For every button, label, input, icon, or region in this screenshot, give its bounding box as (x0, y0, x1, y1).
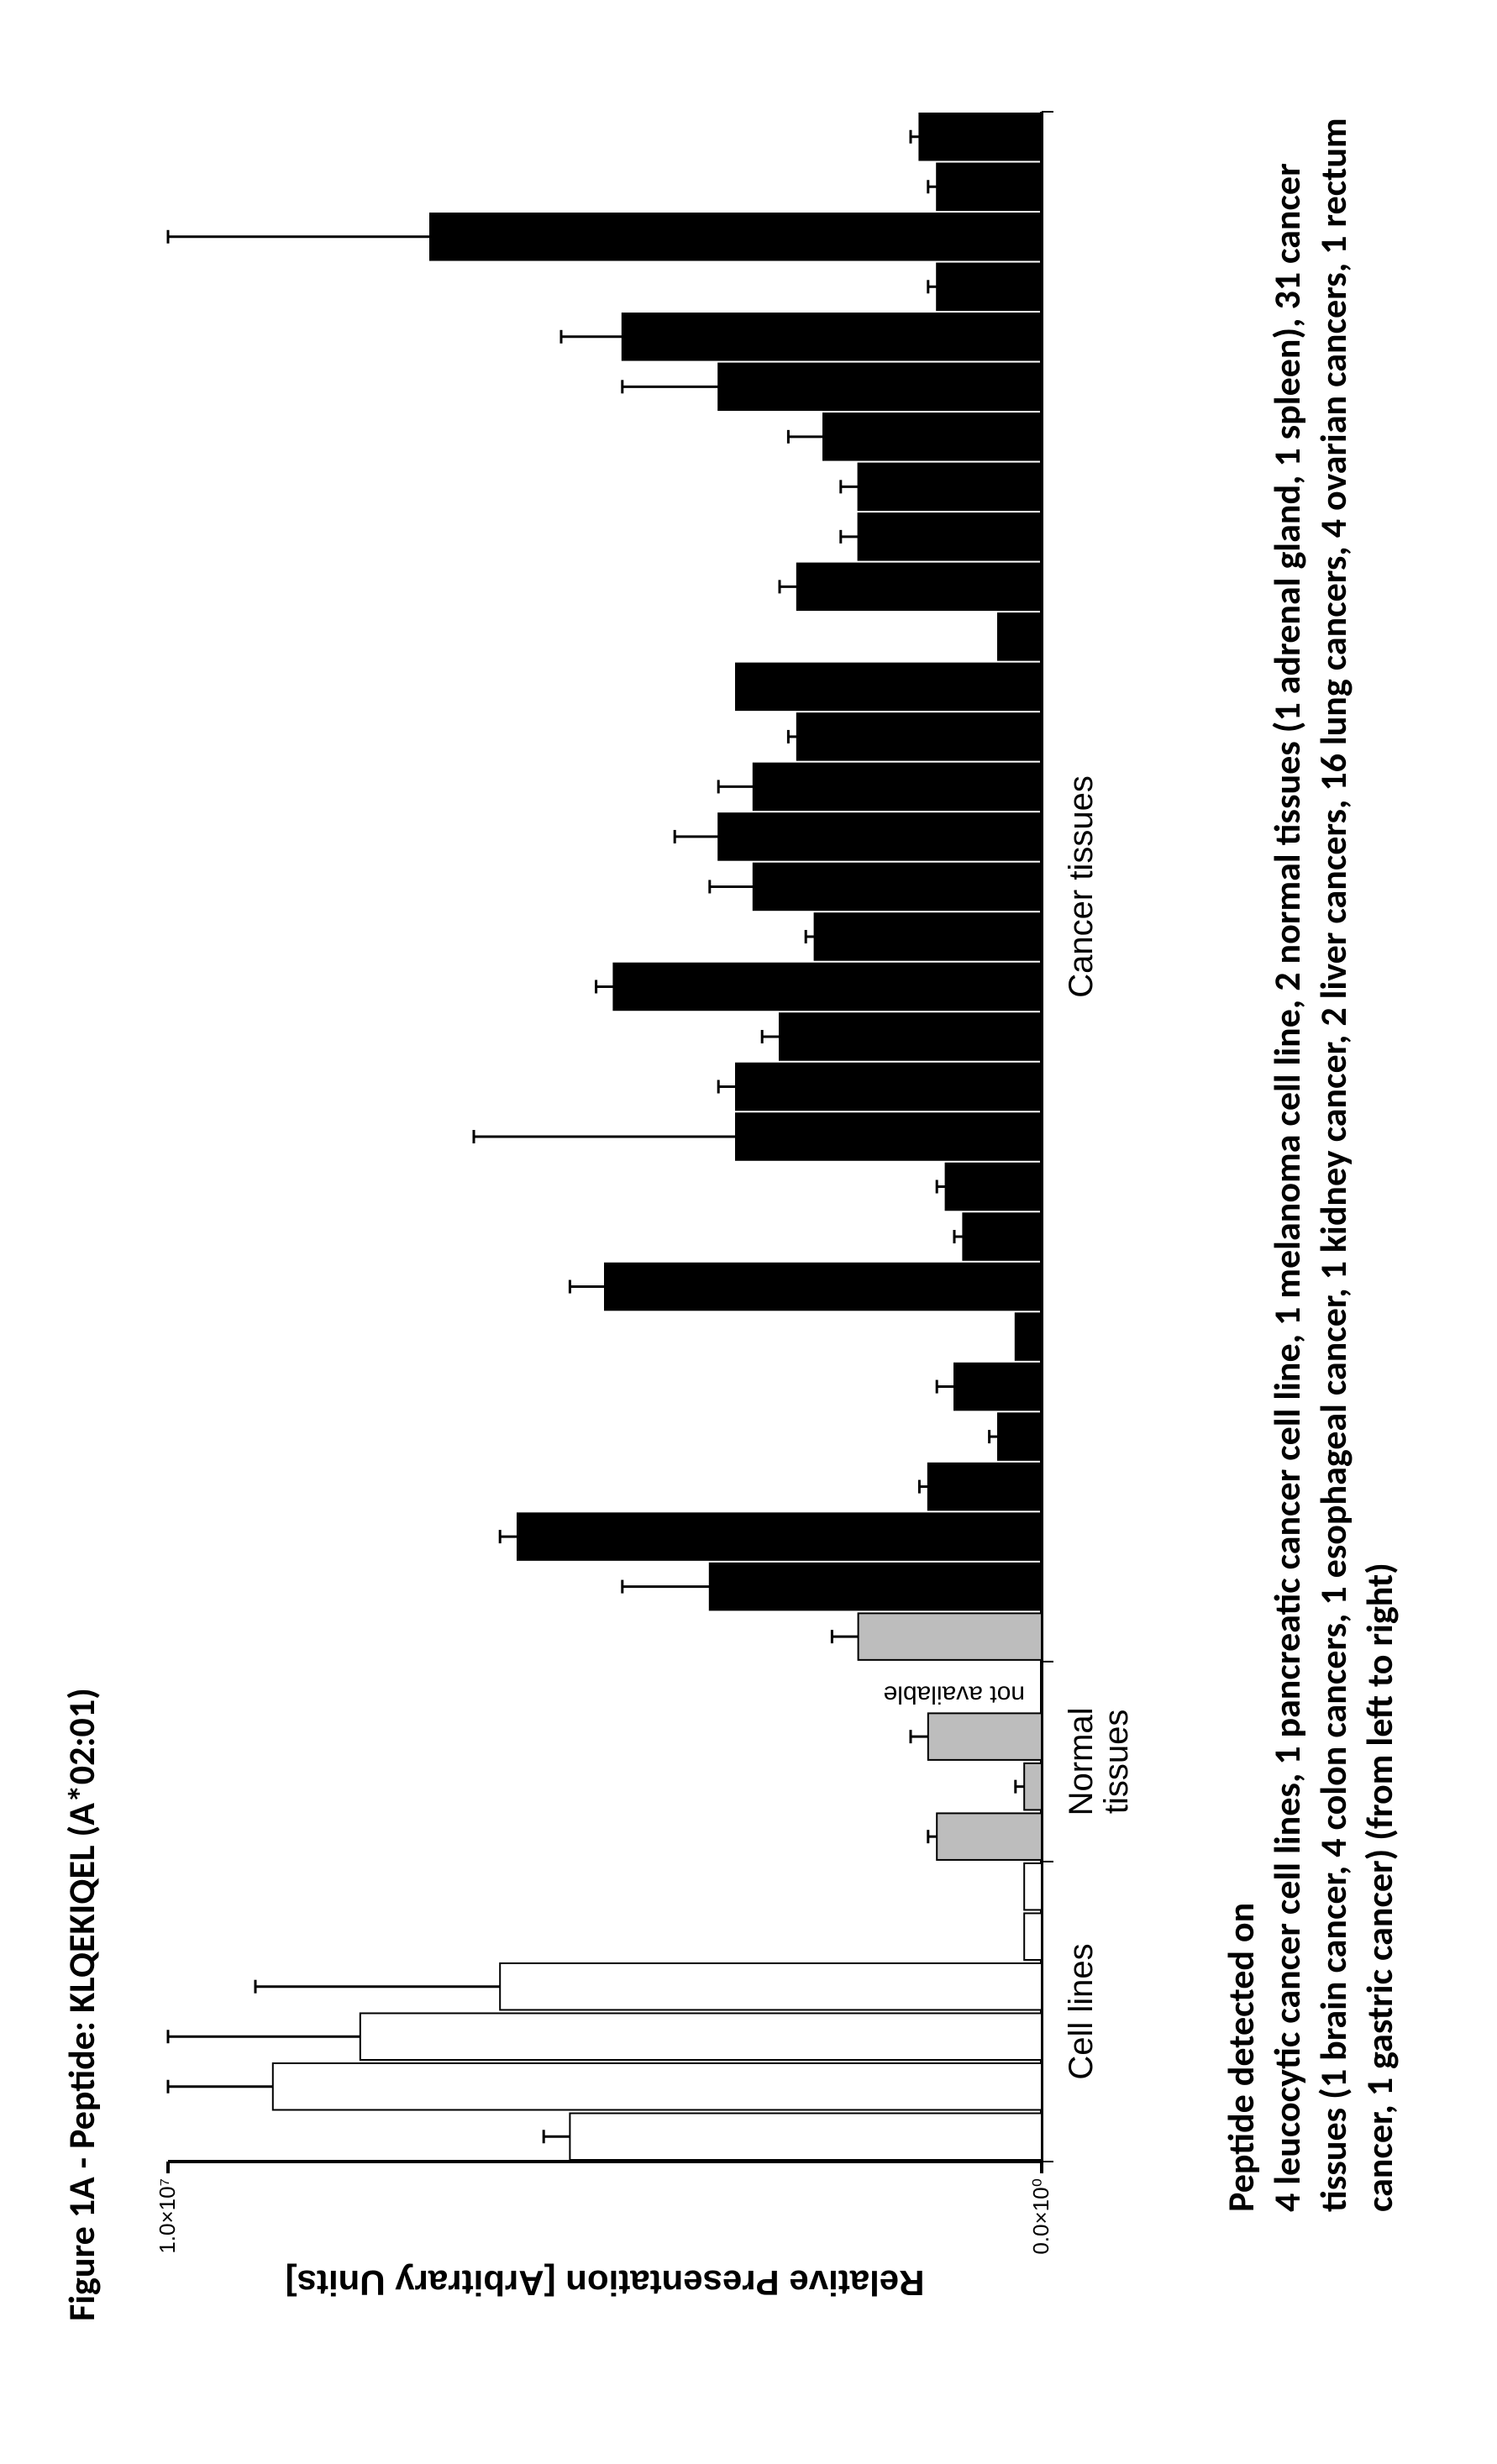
svg-text:Normal: Normal (1063, 1707, 1100, 1815)
svg-text:Cancer tissues: Cancer tissues (1063, 775, 1100, 998)
svg-text:Cell lines: Cell lines (1063, 1943, 1100, 2079)
svg-text:Relative Presentation [Arbitra: Relative Presentation [Arbitrary Units] (286, 2263, 925, 2303)
svg-text:0.0×10⁰: 0.0×10⁰ (1028, 2178, 1053, 2255)
figure-title: Figure 1A - Peptide: KLQEKIQEL (A*02:01) (59, 1688, 104, 2321)
svg-text:not available: not available (884, 1681, 1025, 1709)
svg-text:1.0×10⁷: 1.0×10⁷ (155, 2178, 180, 2254)
caption-header: Peptide detected on (1218, 112, 1264, 2212)
bar-chart: 0.0×10⁰ 1.0×10⁷ Relative Presentation [Arb… (134, 70, 1193, 2338)
figure-caption: Peptide detected on 4 leucocytic cancer … (1218, 112, 1403, 2212)
caption-body: 4 leucocytic cancer cell lines, 1 pancre… (1264, 112, 1403, 2212)
svg-text:tissues: tissues (1098, 1710, 1135, 1814)
